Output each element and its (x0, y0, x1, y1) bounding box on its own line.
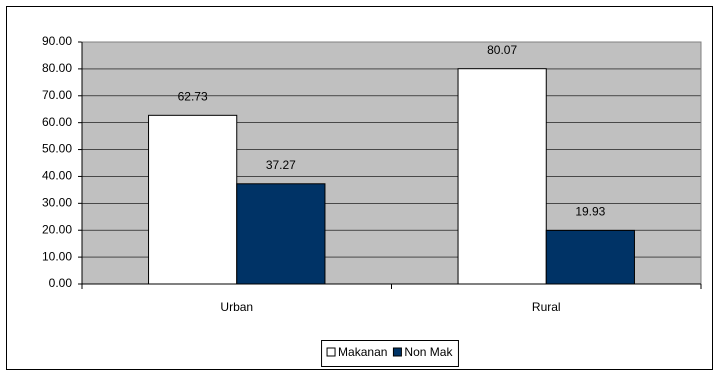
legend-swatch (392, 347, 402, 357)
value-label: 19.93 (575, 205, 605, 219)
bar (148, 114, 238, 285)
bar (457, 68, 547, 285)
value-label: 37.27 (266, 158, 296, 172)
y-tick-label: 40.00 (42, 169, 72, 183)
legend-label: Non Mak (404, 345, 453, 359)
x-tick-label: Urban (220, 300, 253, 314)
legend: Makanan Non Mak (321, 340, 459, 367)
y-tick-label: 10.00 (42, 249, 72, 263)
bar (236, 183, 326, 285)
legend-swatch (326, 347, 336, 357)
legend-box (321, 340, 459, 367)
bar (545, 229, 635, 285)
y-tick-label: 20.00 (42, 222, 72, 236)
y-tick-label: 90.00 (42, 34, 72, 48)
y-tick-label: 70.00 (42, 88, 72, 102)
x-tick-label: Rural (532, 300, 561, 314)
y-tick-label: 50.00 (42, 142, 72, 156)
value-label: 80.07 (487, 43, 517, 57)
y-tick-label: 80.00 (42, 61, 72, 75)
legend-label: Makanan (338, 345, 387, 359)
y-tick-label: 0.00 (49, 276, 73, 290)
value-label: 62.73 (178, 89, 208, 103)
y-tick-label: 60.00 (42, 115, 72, 129)
y-tick-label: 30.00 (42, 196, 72, 210)
